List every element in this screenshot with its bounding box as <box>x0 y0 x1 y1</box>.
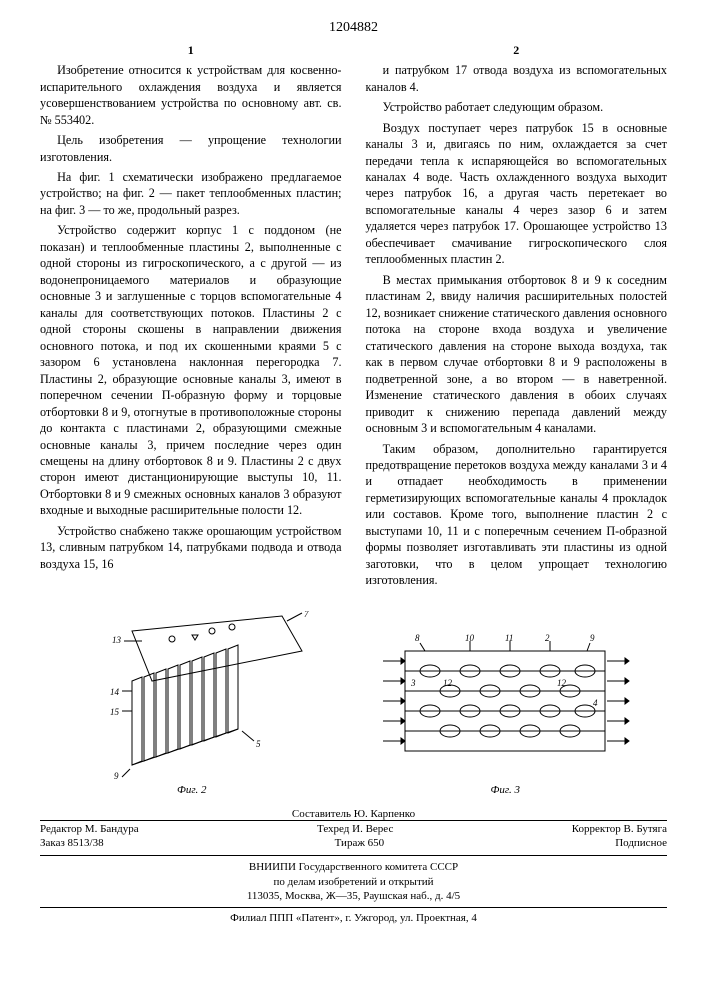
fig2-label: 14 <box>110 687 120 697</box>
body-paragraph: Таким образом, дополнительно гарантирует… <box>366 441 668 589</box>
fig3-label: 11 <box>505 633 513 643</box>
body-paragraph: и патрубком 17 отвода воздуха из вспомог… <box>366 62 668 95</box>
body-paragraph: Воздух поступает через патрубок 15 в осн… <box>366 120 668 268</box>
fig2-label: 5 <box>256 739 261 749</box>
fig2-label: 15 <box>110 707 120 717</box>
fig3-label: 9 <box>590 633 595 643</box>
right-column: 2 и патрубком 17 отвода воздуха из вспом… <box>366 42 668 593</box>
stamp-line: по делам изобретений и открытий <box>40 875 667 890</box>
fig2-label: 9 <box>114 771 119 781</box>
tirazh: Тираж 650 <box>335 837 385 849</box>
body-paragraph: На фиг. 1 схематически изображено предла… <box>40 169 342 218</box>
body-paragraph: Цель изобретения — упрощение технологии … <box>40 132 342 165</box>
figure-2: 13 14 15 7 5 9 Фиг. 2 <box>72 611 312 796</box>
right-column-number: 2 <box>366 42 668 58</box>
figure-2-svg: 13 14 15 7 5 9 <box>72 611 312 781</box>
fig2-label: 13 <box>112 635 122 645</box>
figures-row: 13 14 15 7 5 9 Фиг. 2 <box>40 611 667 796</box>
body-paragraph: В местах примыкания отбортовок 8 и 9 к с… <box>366 272 668 437</box>
figure-3-svg: 8 10 11 2 9 3 12 12 4 <box>375 631 635 781</box>
body-paragraph: Устройство содержит корпус 1 с поддоном … <box>40 222 342 518</box>
body-paragraph: Устройство снабжено также орошающим устр… <box>40 523 342 572</box>
corrector: Корректор В. Бутяга <box>572 823 667 835</box>
patent-page: 1204882 1 Изобретение относится к устрой… <box>0 0 707 946</box>
fig3-label: 2 <box>545 633 550 643</box>
body-paragraph: Изобретение относится к устройствам для … <box>40 62 342 128</box>
stamp-line: ВНИИПИ Государственного комитета СССР <box>40 860 667 875</box>
left-column: 1 Изобретение относится к устройствам дл… <box>40 42 342 593</box>
fig2-label: 7 <box>304 611 309 619</box>
credit-line-2: Заказ 8513/38 Тираж 650 Подписное <box>40 837 667 849</box>
footer-stamp: ВНИИПИ Государственного комитета СССР по… <box>40 855 667 926</box>
body-paragraph: Устройство работает следующим образом. <box>366 99 668 115</box>
compiler-line: Составитель Ю. Карпенко <box>40 808 667 820</box>
fig3-label: 10 <box>465 633 475 643</box>
sign: Подписное <box>615 837 667 849</box>
fig3-label: 3 <box>410 678 416 688</box>
figure-2-caption: Фиг. 2 <box>72 784 312 796</box>
fig3-label: 4 <box>593 698 598 708</box>
fig3-label: 12 <box>443 678 453 688</box>
left-column-number: 1 <box>40 42 342 58</box>
editor: Редактор М. Бандура <box>40 823 139 835</box>
figure-3-caption: Фиг. 3 <box>375 784 635 796</box>
figure-3: 8 10 11 2 9 3 12 12 4 Фиг. 3 <box>375 631 635 796</box>
fig3-label: 8 <box>415 633 420 643</box>
two-column-body: 1 Изобретение относится к устройствам дл… <box>40 42 667 593</box>
document-number: 1204882 <box>40 20 667 36</box>
stamp-line: Филиал ППП «Патент», г. Ужгород, ул. Про… <box>40 907 667 926</box>
stamp-line: 113035, Москва, Ж—35, Раушская наб., д. … <box>40 889 667 904</box>
order-number: Заказ 8513/38 <box>40 837 104 849</box>
tech-editor: Техред И. Верес <box>317 823 393 835</box>
fig3-label: 12 <box>557 678 567 688</box>
credits-block: Составитель Ю. Карпенко Редактор М. Банд… <box>40 808 667 849</box>
credit-line-1: Редактор М. Бандура Техред И. Верес Корр… <box>40 820 667 835</box>
